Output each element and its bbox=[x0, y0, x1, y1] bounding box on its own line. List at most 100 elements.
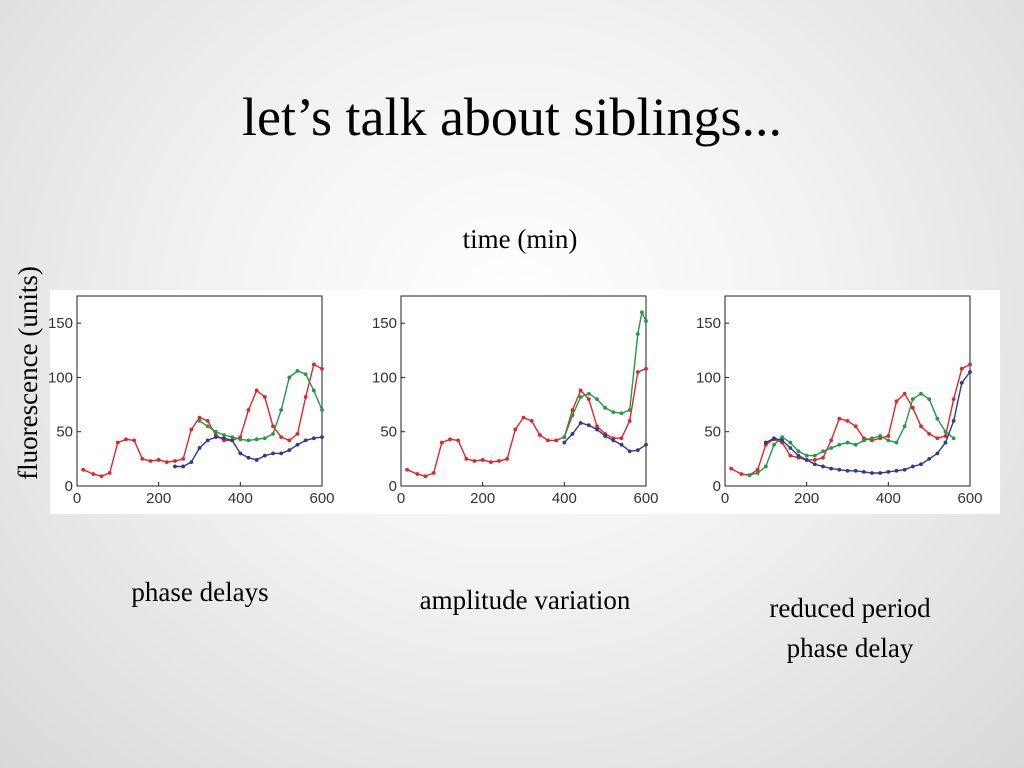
data-point bbox=[181, 464, 186, 469]
data-point bbox=[415, 472, 420, 476]
data-point bbox=[739, 472, 744, 476]
data-point bbox=[755, 467, 760, 472]
data-point bbox=[619, 411, 624, 416]
data-point bbox=[295, 369, 300, 373]
plot-frame bbox=[400, 295, 647, 487]
caption-line: phase delay bbox=[786, 633, 914, 663]
data-point bbox=[156, 458, 161, 462]
data-point bbox=[796, 453, 801, 458]
data-point bbox=[173, 464, 177, 469]
x-tick-label: 0 bbox=[721, 490, 729, 507]
data-point bbox=[919, 462, 923, 467]
x-tick-label: 600 bbox=[957, 490, 982, 507]
data-point bbox=[595, 397, 599, 402]
data-point bbox=[747, 473, 752, 478]
data-point bbox=[943, 429, 948, 434]
data-point bbox=[570, 408, 575, 412]
data-point bbox=[729, 466, 734, 471]
data-point bbox=[910, 464, 915, 469]
data-point bbox=[578, 388, 583, 393]
data-point bbox=[431, 471, 436, 475]
slide-title: let’s talk about siblings... bbox=[242, 87, 782, 147]
data-point bbox=[788, 440, 793, 445]
data-point bbox=[755, 471, 760, 475]
data-point bbox=[238, 437, 243, 442]
data-point bbox=[821, 455, 825, 460]
data-point bbox=[968, 370, 972, 374]
data-point bbox=[197, 418, 202, 423]
data-point bbox=[627, 449, 632, 454]
data-point bbox=[254, 437, 259, 442]
x-tick-label: 0 bbox=[397, 490, 405, 507]
y-tick-label: 150 bbox=[48, 315, 73, 332]
data-point bbox=[189, 460, 194, 465]
data-point bbox=[919, 391, 923, 396]
data-point bbox=[238, 451, 243, 456]
data-point bbox=[262, 436, 267, 441]
data-point bbox=[570, 431, 575, 436]
data-point bbox=[279, 435, 284, 440]
data-point bbox=[311, 436, 316, 441]
data-point bbox=[107, 471, 112, 475]
data-point bbox=[586, 397, 591, 402]
data-point bbox=[644, 319, 648, 323]
data-point bbox=[910, 397, 915, 402]
data-point bbox=[595, 427, 599, 432]
data-point bbox=[640, 310, 644, 315]
data-point bbox=[456, 438, 461, 443]
data-point bbox=[472, 459, 477, 463]
data-point bbox=[878, 434, 883, 438]
data-point bbox=[796, 449, 801, 454]
x-tick-label: 200 bbox=[146, 490, 171, 507]
data-point bbox=[205, 418, 210, 423]
data-point bbox=[213, 429, 218, 434]
data-point bbox=[894, 440, 899, 445]
data-point bbox=[829, 438, 834, 443]
data-point bbox=[513, 427, 518, 432]
data-point bbox=[578, 421, 583, 425]
data-point bbox=[303, 372, 308, 377]
data-point bbox=[943, 434, 948, 438]
data-point bbox=[303, 395, 308, 399]
data-point bbox=[959, 366, 964, 371]
data-point bbox=[262, 395, 267, 399]
data-point bbox=[586, 391, 591, 396]
data-point bbox=[837, 467, 842, 472]
data-point bbox=[230, 438, 235, 443]
data-point bbox=[140, 456, 145, 461]
chart-reduced-period: 0 200 400 600 0 50 100 150 bbox=[696, 295, 983, 507]
data-point bbox=[910, 405, 915, 410]
data-point bbox=[853, 424, 858, 429]
y-tick-label: 0 bbox=[65, 478, 73, 495]
x-tick-label: 600 bbox=[633, 490, 658, 507]
data-point bbox=[861, 469, 866, 474]
chart-amplitude-variation: 0 200 400 600 0 50 100 150 bbox=[372, 295, 659, 507]
data-point bbox=[81, 467, 86, 472]
data-point bbox=[927, 397, 932, 402]
x-tick-label: 400 bbox=[552, 490, 577, 507]
data-point bbox=[115, 440, 120, 445]
data-point bbox=[197, 446, 202, 450]
data-point bbox=[595, 424, 599, 429]
data-point bbox=[845, 468, 850, 473]
x-axis-label: time (min) bbox=[462, 224, 578, 254]
data-point bbox=[222, 436, 226, 441]
data-point bbox=[497, 459, 501, 463]
data-point bbox=[262, 453, 267, 458]
data-point bbox=[968, 362, 972, 367]
caption-line: phase delays bbox=[131, 577, 269, 607]
series-line-1 bbox=[563, 310, 647, 438]
x-tick-label: 400 bbox=[876, 490, 901, 507]
data-point bbox=[173, 459, 177, 463]
data-point bbox=[821, 464, 825, 469]
data-point bbox=[505, 456, 510, 461]
data-point bbox=[870, 436, 874, 441]
data-point bbox=[788, 453, 793, 458]
data-point bbox=[780, 435, 785, 440]
y-tick-label: 100 bbox=[696, 369, 721, 386]
data-point bbox=[619, 442, 624, 447]
data-point bbox=[644, 442, 648, 447]
data-point bbox=[546, 438, 550, 443]
data-point bbox=[894, 399, 899, 404]
data-point bbox=[959, 380, 964, 385]
